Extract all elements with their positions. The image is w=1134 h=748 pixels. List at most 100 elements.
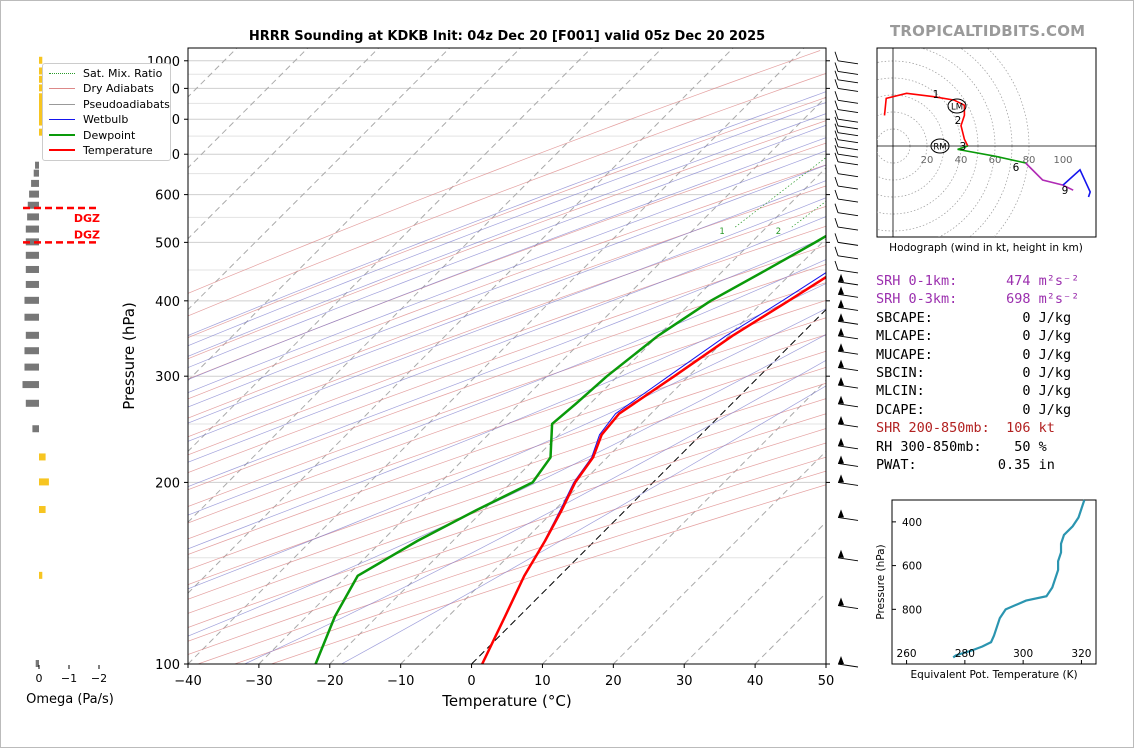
omega-x-tick-label: 0 (36, 672, 43, 685)
isotherm (188, 48, 663, 523)
wind-barb (837, 99, 859, 104)
stat-unit: J/kg (1038, 364, 1072, 381)
wind-barb (837, 335, 859, 340)
theta-x-tick-label: 320 (1071, 648, 1091, 660)
stat-value: 0 (1022, 364, 1031, 381)
wind-barb (837, 516, 859, 521)
wind-barb (837, 153, 859, 158)
stat-row: SHR 200-850mb: 106 kt (876, 419, 1079, 437)
pseudoadiabat (188, 124, 826, 368)
omega-bar (39, 84, 43, 92)
stat-value: 0 (1022, 328, 1031, 345)
x-tick-label: 0 (467, 674, 475, 689)
wind-barb-flag (838, 327, 844, 336)
y-tick-label: 500 (155, 236, 180, 251)
wind-barb (837, 79, 859, 84)
stat-unit: m²s⁻² (1038, 291, 1080, 308)
pseudoadiabat (188, 164, 826, 408)
wind-barb (837, 139, 859, 144)
omega-x-tick-label: −2 (91, 672, 107, 685)
sounding-stats: SRH 0-1km: 474 m²s⁻² SRH 0-3km: 698 m²s⁻²… (876, 272, 1079, 474)
stat-row: SRH 0-1km: 474 m²s⁻² (876, 272, 1079, 290)
omega-x-tick-label: −1 (61, 672, 77, 685)
wind-barb (837, 255, 859, 260)
x-axis-label: Temperature (°C) (441, 692, 571, 710)
wind-barb-flag (838, 377, 844, 386)
wind-barb-flag (838, 273, 844, 282)
stat-unit: J/kg (1038, 383, 1072, 400)
skewt-frame (187, 47, 827, 665)
omega-bar (29, 190, 39, 198)
dry-adiabat (188, 263, 826, 491)
x-tick-label: 40 (747, 674, 764, 689)
wind-barb (834, 189, 839, 200)
wind-barb-flag (838, 299, 844, 308)
omega-bar (24, 296, 39, 304)
wind-barb (834, 79, 839, 89)
hodograph-frame (876, 47, 1097, 238)
hodo-segment (957, 145, 1026, 164)
dry-adiabat (188, 164, 826, 400)
omega-bar (25, 238, 39, 246)
dry-adiabat (188, 225, 826, 456)
isotherm (188, 48, 309, 169)
wind-barb (834, 116, 839, 127)
stat-label: SBCIN: (876, 364, 925, 381)
wind-barb-flag (838, 455, 844, 464)
pseudoadiabat (188, 137, 826, 380)
theta-x-label: Equivalent Pot. Temperature (K) (910, 669, 1077, 681)
wind-barb (834, 164, 839, 174)
stat-unit: J/kg (1038, 309, 1072, 326)
legend-item-mixing: Sat. Mix. Ratio (49, 66, 162, 80)
dry-adiabat (188, 398, 826, 614)
dgz-label: DGZ (74, 228, 100, 241)
wind-barb (837, 663, 859, 668)
omega-bar (32, 425, 39, 433)
stat-label: MUCAPE: (876, 346, 933, 363)
hodograph-caption: Hodograph (wind in kt, height in km) (889, 242, 1083, 254)
wind-barb (837, 307, 859, 311)
wind-barb (834, 260, 839, 271)
pseudoadiabat (188, 283, 826, 550)
stat-value: 0 (1022, 309, 1031, 326)
stat-label: MLCIN: (876, 383, 925, 400)
stat-value: 474 (1006, 273, 1031, 289)
theta-x-tick-label: 260 (897, 648, 917, 660)
hodo-segment (1062, 168, 1092, 198)
pseudoadiabat (188, 236, 826, 487)
omega-bar (39, 571, 43, 579)
hodo-height-label: 9 (1062, 185, 1069, 197)
theta-y-label: Pressure (hPa) (875, 544, 887, 619)
omega-bar (39, 75, 43, 83)
storm-motion-label: LM (951, 103, 963, 113)
isotherm (542, 379, 826, 664)
wind-barb (834, 217, 839, 228)
legend-item-temperature: Temperature (49, 143, 153, 157)
wind-barb (834, 110, 839, 120)
hodo-height-label: 1 (933, 89, 940, 101)
stat-unit: % (1038, 438, 1047, 455)
wind-barb-flag (838, 509, 844, 518)
x-tick-label: −40 (174, 674, 201, 689)
wind-barb (837, 71, 859, 75)
dewpoint-line (314, 234, 826, 664)
dry-adiabat (188, 72, 826, 317)
legend-item-dewpoint: Dewpoint (49, 128, 135, 142)
stat-row: SBCIN: 0 J/kg (876, 364, 1079, 382)
x-tick-label: 50 (818, 674, 835, 689)
wind-barb (837, 212, 859, 217)
omega-bar (24, 347, 39, 355)
wind-barb (837, 173, 859, 178)
wind-barb (834, 233, 839, 243)
dry-adiabat (188, 317, 826, 540)
hodograph: 20 40 60 80 100 1 2 3 6 9 LM RM (876, 47, 1097, 238)
hodo-ring-label: 100 (1053, 155, 1072, 166)
wind-barb (837, 350, 859, 355)
wind-barb-flag (838, 395, 844, 404)
dry-adiabat (188, 282, 826, 507)
wind-barb (837, 384, 859, 389)
wind-barb (837, 320, 859, 325)
omega-bar (39, 128, 43, 136)
wind-barb (837, 481, 859, 486)
storm-motion-label: RM (933, 143, 946, 153)
